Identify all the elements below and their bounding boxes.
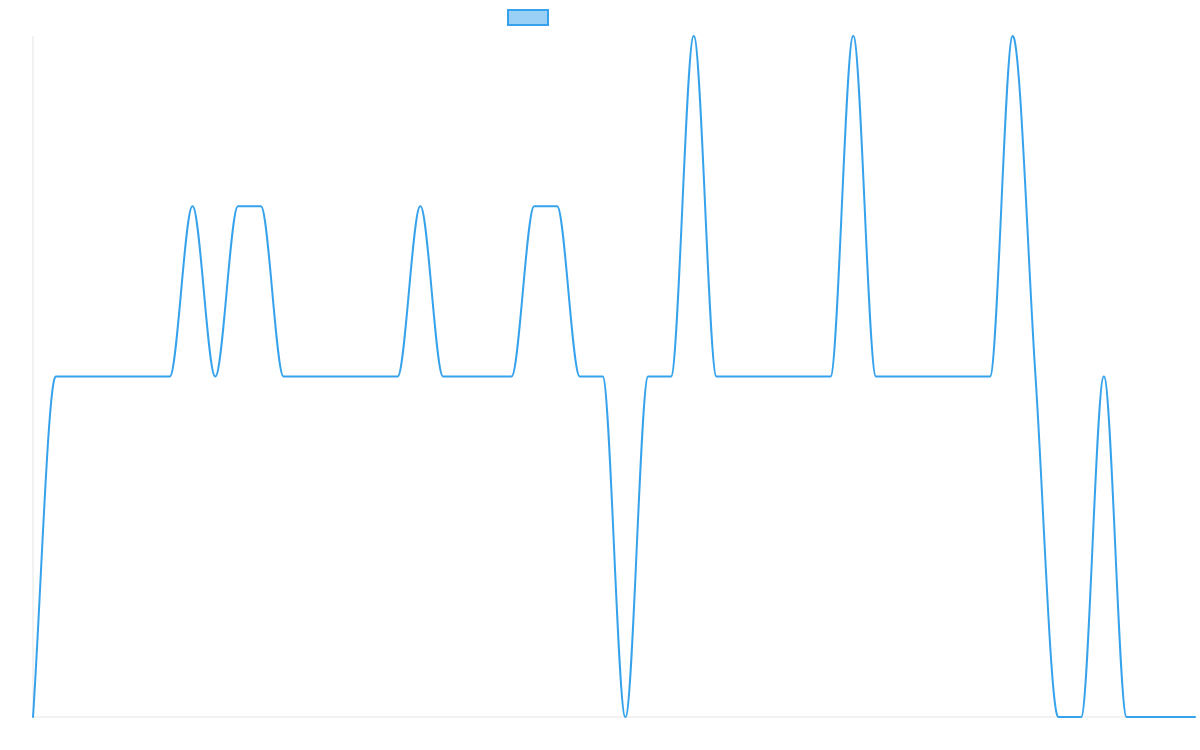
data-point[interactable] [963, 373, 971, 381]
data-point[interactable] [211, 373, 219, 381]
legend[interactable] [507, 9, 549, 26]
data-point[interactable] [280, 373, 288, 381]
data-point[interactable] [599, 373, 607, 381]
data-point[interactable] [986, 373, 994, 381]
data-point[interactable] [348, 373, 356, 381]
data-point[interactable] [895, 373, 903, 381]
data-point[interactable] [530, 202, 538, 210]
data-point[interactable] [918, 373, 926, 381]
data-point[interactable] [394, 373, 402, 381]
data-point[interactable] [325, 373, 333, 381]
data-point[interactable] [1191, 713, 1199, 721]
data-point[interactable] [940, 373, 948, 381]
data-point[interactable] [485, 373, 493, 381]
data-point[interactable] [826, 373, 834, 381]
data-point[interactable] [1100, 373, 1108, 381]
data-point[interactable] [621, 713, 629, 721]
data-point[interactable] [120, 373, 128, 381]
data-point[interactable] [29, 713, 37, 721]
data-point[interactable] [667, 373, 675, 381]
data-point[interactable] [507, 373, 515, 381]
data-point[interactable] [97, 373, 105, 381]
data-point[interactable] [1168, 713, 1176, 721]
data-point[interactable] [75, 373, 83, 381]
data-point[interactable] [234, 202, 242, 210]
data-point[interactable] [849, 32, 857, 40]
data-point[interactable] [302, 373, 310, 381]
data-point[interactable] [143, 373, 151, 381]
data-point[interactable] [644, 373, 652, 381]
data-point[interactable] [52, 373, 60, 381]
data-point[interactable] [872, 373, 880, 381]
data-point[interactable] [416, 202, 424, 210]
data-point[interactable] [1123, 713, 1131, 721]
data-point[interactable] [1054, 713, 1062, 721]
series-layer [29, 32, 1199, 721]
data-point[interactable] [1009, 32, 1017, 40]
data-point[interactable] [576, 373, 584, 381]
data-point[interactable] [1032, 373, 1040, 381]
series-line-0 [32, 35, 1196, 719]
data-point[interactable] [188, 202, 196, 210]
data-point[interactable] [553, 202, 561, 210]
data-point[interactable] [735, 373, 743, 381]
data-point[interactable] [1145, 713, 1153, 721]
data-point[interactable] [781, 373, 789, 381]
data-point[interactable] [713, 373, 721, 381]
data-point[interactable] [371, 373, 379, 381]
data-point[interactable] [804, 373, 812, 381]
data-point[interactable] [439, 373, 447, 381]
data-point[interactable] [1077, 713, 1085, 721]
legend-swatch[interactable] [507, 9, 549, 26]
data-point[interactable] [166, 373, 174, 381]
data-point[interactable] [758, 373, 766, 381]
data-point[interactable] [690, 32, 698, 40]
data-point[interactable] [257, 202, 265, 210]
data-point[interactable] [462, 373, 470, 381]
